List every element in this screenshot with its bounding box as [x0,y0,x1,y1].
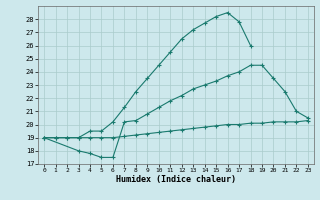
X-axis label: Humidex (Indice chaleur): Humidex (Indice chaleur) [116,175,236,184]
